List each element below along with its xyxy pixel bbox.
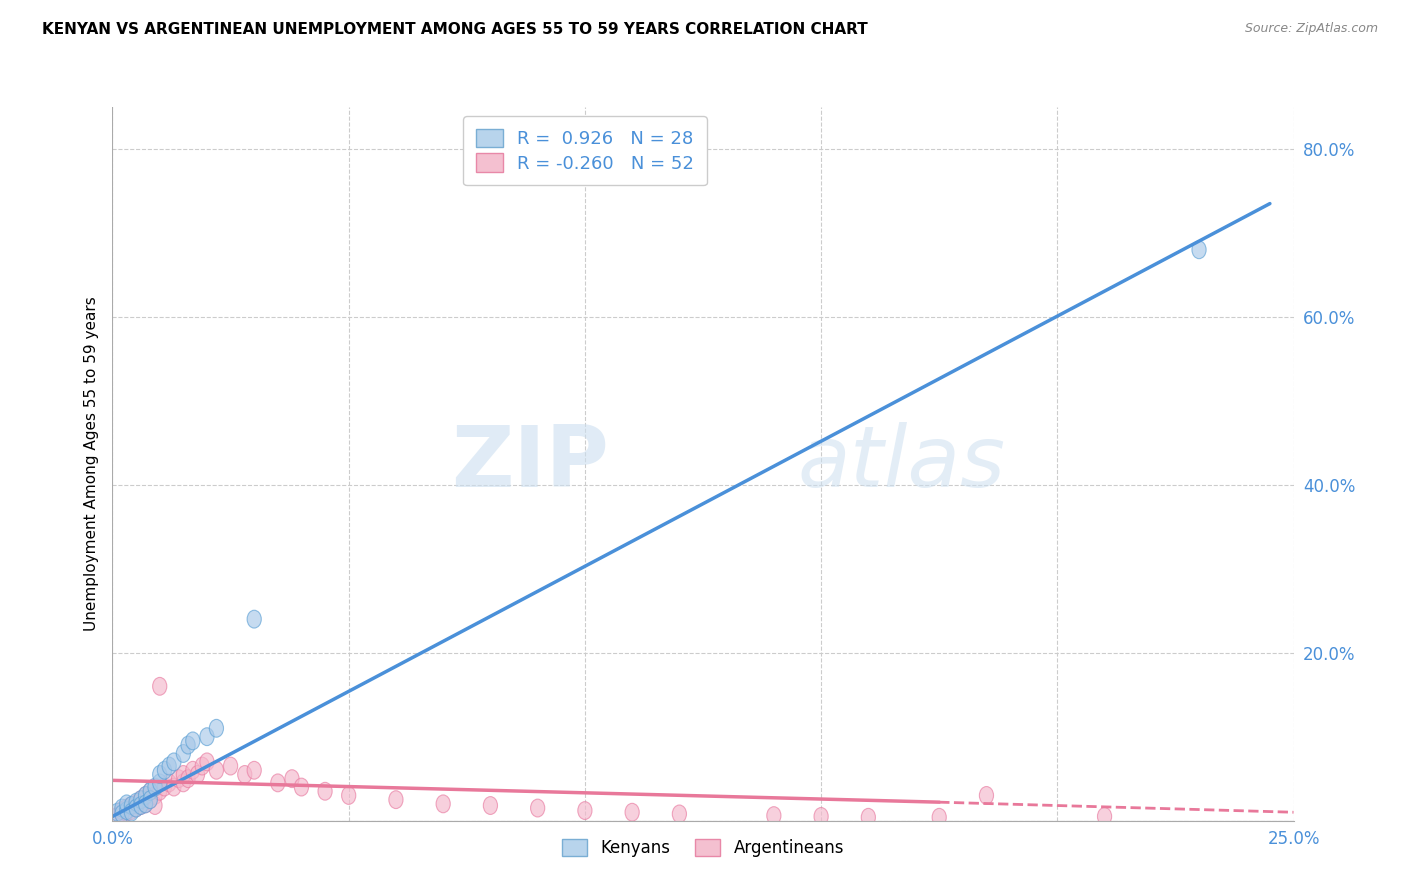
Ellipse shape bbox=[143, 782, 157, 800]
Ellipse shape bbox=[294, 778, 308, 796]
Ellipse shape bbox=[138, 787, 153, 805]
Ellipse shape bbox=[195, 757, 209, 775]
Ellipse shape bbox=[186, 762, 200, 780]
Ellipse shape bbox=[153, 677, 167, 695]
Ellipse shape bbox=[285, 770, 299, 788]
Ellipse shape bbox=[162, 774, 176, 792]
Ellipse shape bbox=[209, 762, 224, 780]
Ellipse shape bbox=[167, 753, 181, 771]
Ellipse shape bbox=[436, 795, 450, 813]
Ellipse shape bbox=[766, 806, 780, 824]
Ellipse shape bbox=[115, 805, 129, 822]
Ellipse shape bbox=[862, 808, 876, 826]
Ellipse shape bbox=[143, 782, 157, 800]
Ellipse shape bbox=[626, 804, 640, 822]
Ellipse shape bbox=[157, 762, 172, 780]
Ellipse shape bbox=[129, 795, 143, 813]
Ellipse shape bbox=[814, 807, 828, 825]
Ellipse shape bbox=[120, 802, 134, 820]
Ellipse shape bbox=[200, 728, 214, 746]
Ellipse shape bbox=[176, 765, 190, 783]
Ellipse shape bbox=[157, 778, 172, 796]
Ellipse shape bbox=[172, 770, 186, 788]
Text: KENYAN VS ARGENTINEAN UNEMPLOYMENT AMONG AGES 55 TO 59 YEARS CORRELATION CHART: KENYAN VS ARGENTINEAN UNEMPLOYMENT AMONG… bbox=[42, 22, 868, 37]
Text: Source: ZipAtlas.com: Source: ZipAtlas.com bbox=[1244, 22, 1378, 36]
Ellipse shape bbox=[129, 793, 143, 811]
Ellipse shape bbox=[153, 782, 167, 800]
Ellipse shape bbox=[115, 805, 129, 822]
Ellipse shape bbox=[138, 787, 153, 805]
Ellipse shape bbox=[143, 790, 157, 808]
Ellipse shape bbox=[134, 790, 148, 808]
Ellipse shape bbox=[120, 804, 134, 822]
Ellipse shape bbox=[176, 774, 190, 792]
Ellipse shape bbox=[134, 790, 148, 808]
Y-axis label: Unemployment Among Ages 55 to 59 years: Unemployment Among Ages 55 to 59 years bbox=[83, 296, 98, 632]
Ellipse shape bbox=[389, 790, 404, 808]
Ellipse shape bbox=[110, 804, 124, 822]
Ellipse shape bbox=[124, 804, 138, 822]
Ellipse shape bbox=[148, 797, 162, 814]
Ellipse shape bbox=[176, 745, 190, 763]
Ellipse shape bbox=[271, 774, 285, 792]
Ellipse shape bbox=[980, 787, 994, 805]
Ellipse shape bbox=[238, 765, 252, 783]
Ellipse shape bbox=[224, 757, 238, 775]
Ellipse shape bbox=[120, 799, 134, 817]
Ellipse shape bbox=[134, 797, 148, 814]
Ellipse shape bbox=[181, 736, 195, 754]
Text: atlas: atlas bbox=[797, 422, 1005, 506]
Ellipse shape bbox=[932, 808, 946, 826]
Ellipse shape bbox=[186, 732, 200, 750]
Ellipse shape bbox=[124, 797, 138, 814]
Ellipse shape bbox=[129, 799, 143, 817]
Ellipse shape bbox=[138, 795, 153, 813]
Ellipse shape bbox=[120, 795, 134, 813]
Ellipse shape bbox=[530, 799, 544, 817]
Ellipse shape bbox=[138, 795, 153, 813]
Ellipse shape bbox=[578, 802, 592, 820]
Ellipse shape bbox=[1098, 807, 1112, 825]
Ellipse shape bbox=[162, 757, 176, 775]
Legend: Kenyans, Argentineans: Kenyans, Argentineans bbox=[554, 831, 852, 866]
Ellipse shape bbox=[247, 762, 262, 780]
Ellipse shape bbox=[153, 765, 167, 783]
Ellipse shape bbox=[124, 802, 138, 820]
Text: ZIP: ZIP bbox=[451, 422, 609, 506]
Ellipse shape bbox=[672, 805, 686, 822]
Ellipse shape bbox=[115, 802, 129, 820]
Ellipse shape bbox=[484, 797, 498, 814]
Ellipse shape bbox=[134, 797, 148, 814]
Ellipse shape bbox=[153, 774, 167, 792]
Ellipse shape bbox=[1192, 241, 1206, 259]
Ellipse shape bbox=[110, 807, 124, 825]
Ellipse shape bbox=[209, 719, 224, 737]
Ellipse shape bbox=[318, 782, 332, 800]
Ellipse shape bbox=[342, 787, 356, 805]
Ellipse shape bbox=[143, 790, 157, 808]
Ellipse shape bbox=[181, 770, 195, 788]
Ellipse shape bbox=[148, 787, 162, 805]
Ellipse shape bbox=[167, 778, 181, 796]
Ellipse shape bbox=[247, 610, 262, 628]
Ellipse shape bbox=[115, 799, 129, 817]
Ellipse shape bbox=[129, 799, 143, 817]
Ellipse shape bbox=[148, 778, 162, 796]
Ellipse shape bbox=[190, 765, 205, 783]
Ellipse shape bbox=[124, 797, 138, 814]
Ellipse shape bbox=[200, 753, 214, 771]
